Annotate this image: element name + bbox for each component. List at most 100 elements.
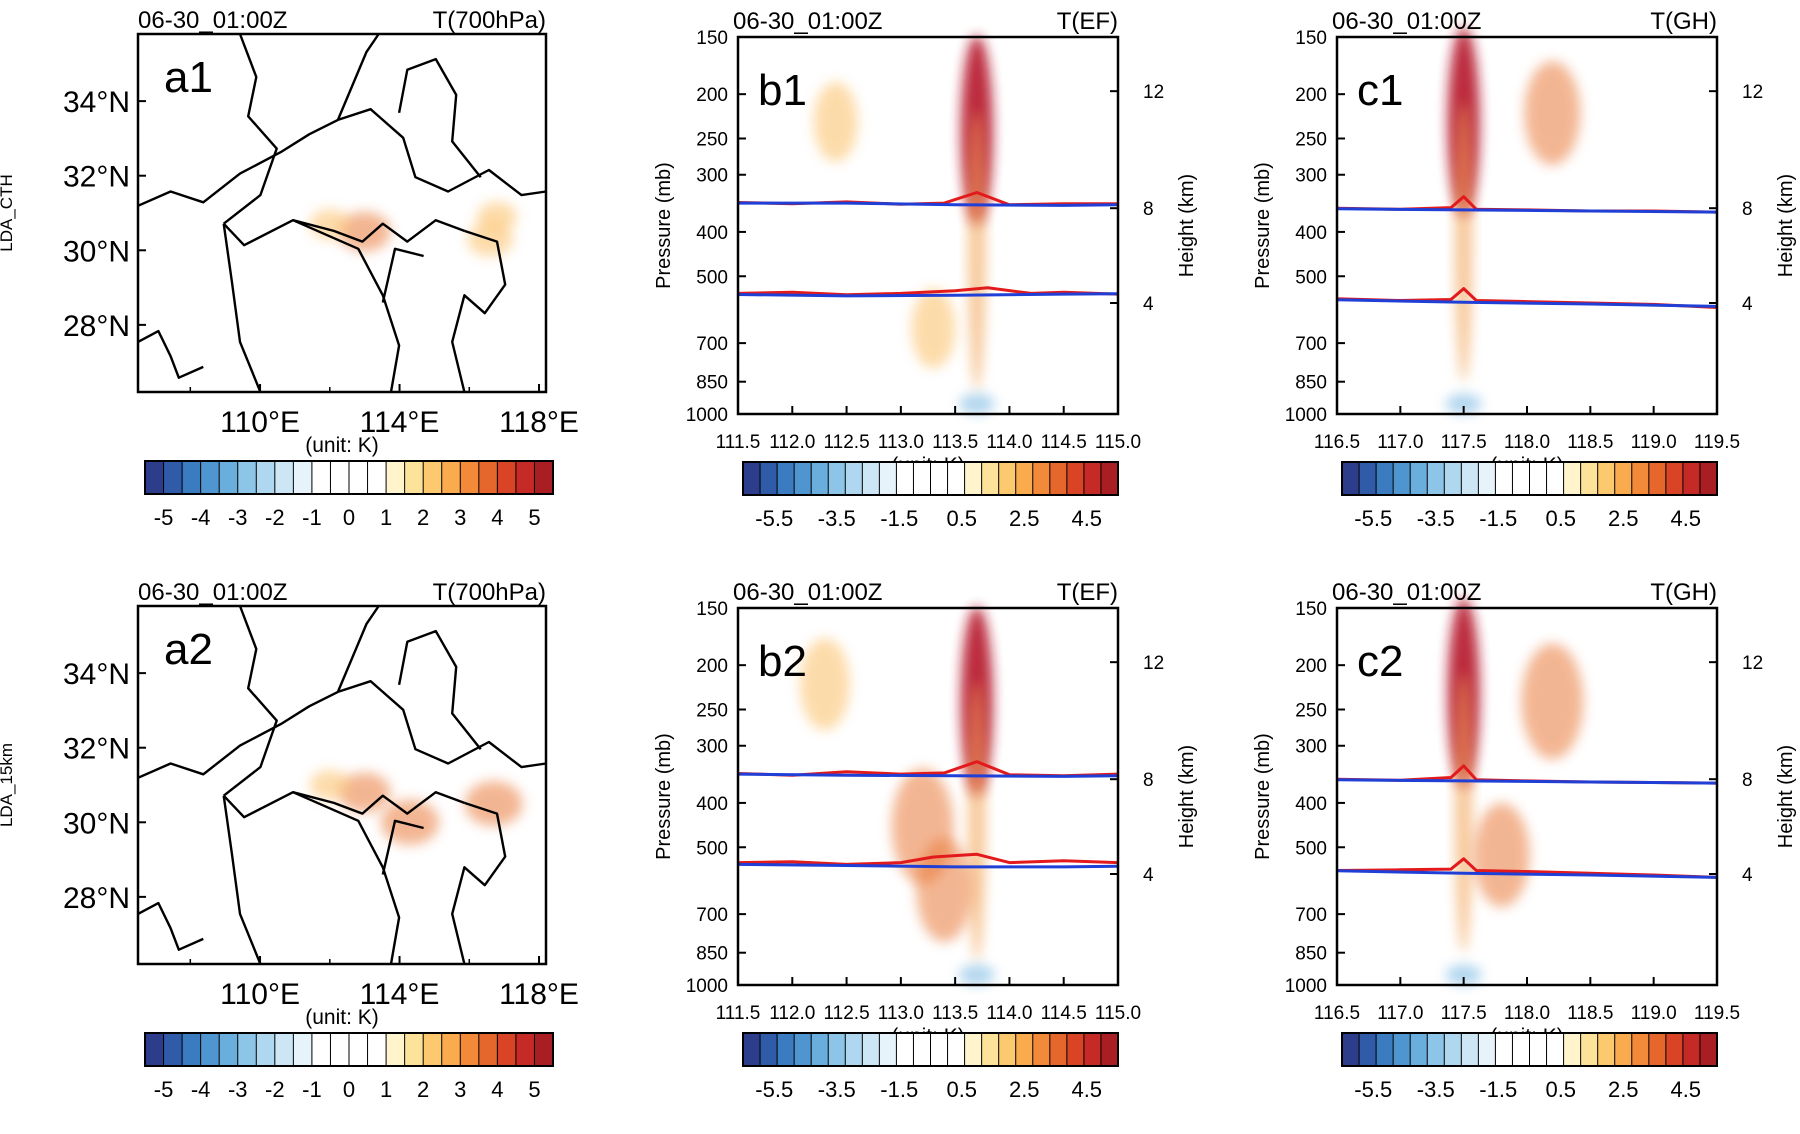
colorbar-cell: [1409, 1032, 1429, 1067]
contour-series-1: [1336, 778, 1718, 785]
colorbar-tick-label: -4: [191, 505, 211, 530]
colorbar-tick-label: 0.5: [946, 1077, 977, 1102]
colorbar-tick-label: 3: [454, 1077, 466, 1102]
colorbar-cell: [930, 1032, 949, 1067]
colorbar-frame: [144, 1032, 554, 1067]
contour-series-1: [737, 772, 1119, 778]
colorbar-cell: [533, 460, 555, 495]
y-tick-label: 200: [1295, 85, 1327, 106]
y-tick-label: 700: [1295, 334, 1327, 355]
colorbar-tick-label: 2: [417, 1077, 429, 1102]
colorbar-cell: [237, 460, 258, 495]
colorbar-cell: [1409, 461, 1429, 496]
panel-label: b2: [758, 637, 807, 686]
y-tick-label: 500: [696, 838, 728, 859]
x-tick-label: 111.5: [716, 1003, 761, 1024]
panel-label: b1: [758, 66, 807, 115]
panel-field: T(GH): [1650, 579, 1717, 606]
colorbar-cell: [998, 1032, 1017, 1067]
colorbar-tick-label: -3.5: [1417, 506, 1455, 531]
colorbar-cell: [1015, 461, 1034, 496]
colorbar-cell: [1648, 1032, 1667, 1067]
contour-series-1: [738, 201, 1119, 207]
colorbar-cell: [895, 461, 915, 496]
colorbar-cell: [1699, 461, 1718, 496]
colorbar-tick-label: -1.5: [1479, 1077, 1517, 1102]
x-tick-label: 118.0: [1504, 1003, 1550, 1024]
province-boundary: [336, 33, 380, 121]
colorbar-cell: [367, 1032, 388, 1067]
colorbar-cell: [1049, 1032, 1068, 1067]
colorbar-cell: [1049, 461, 1068, 496]
colorbar-tick-label: -5.5: [755, 1077, 793, 1102]
colorbar-tick-label: 5: [528, 1077, 540, 1102]
colorbar-cell: [827, 461, 847, 496]
x-tick-label: 110°E: [220, 978, 300, 1011]
colorbar-cell: [515, 460, 536, 495]
colorbar-cell: [218, 460, 239, 495]
colorbar-cell: [1477, 1032, 1497, 1067]
colorbar-cell: [861, 461, 881, 496]
province-boundary: [222, 791, 465, 819]
colorbar-cell: [1699, 1032, 1718, 1067]
colorbar-cell: [1460, 461, 1480, 496]
y-tick-label: 400: [696, 794, 728, 815]
x-tick-label: 111.5: [716, 432, 761, 453]
panel-field: T(700hPa): [433, 7, 546, 34]
colorbar-cell: [404, 1032, 425, 1067]
contour-series-2: [737, 286, 1119, 297]
colorbar-cell: [329, 460, 351, 495]
x-tick-label: 119.0: [1631, 1003, 1677, 1024]
colorbar-tick-label: -4: [191, 1077, 211, 1102]
x-tick-label: 112.5: [824, 432, 870, 453]
colorbar-cell: [1546, 461, 1565, 496]
colorbar-cell: [1546, 1032, 1565, 1067]
province-boundary: [381, 247, 424, 303]
y-tick-label: 28°N: [63, 310, 130, 343]
colorbar-cell: [1614, 1032, 1633, 1067]
x-tick-label: 116.5: [1314, 432, 1360, 453]
colorbar-tick-label: 1: [380, 1077, 392, 1102]
y-tick-label: 1000: [686, 405, 728, 426]
y-axis-label: Pressure (mb): [653, 162, 675, 289]
y-tick-label: 700: [1295, 905, 1327, 926]
colorbar-cell: [1443, 1032, 1463, 1067]
colorbar-cell: [998, 461, 1017, 496]
colorbar-cell: [844, 461, 864, 496]
colorbar-cell: [1392, 461, 1412, 496]
x-tick-label: 115.0: [1095, 1003, 1141, 1024]
y-tick-label: 150: [696, 599, 728, 620]
y-tick-label: 150: [1295, 28, 1327, 49]
colorbar-cell: [385, 460, 406, 495]
colorbar-cell: [742, 1032, 762, 1067]
colorbar-tick-label: -1: [302, 505, 322, 530]
colorbar-tick-label: 5: [528, 505, 540, 530]
y-tick-label: 300: [696, 166, 728, 187]
colorbar-cell: [1494, 461, 1514, 496]
province-boundary: [222, 223, 262, 393]
panel-field: T(700hPa): [433, 579, 546, 606]
y-tick-label: 150: [1295, 599, 1327, 620]
colorbar-cell: [981, 1032, 1000, 1067]
province-boundary: [292, 219, 401, 393]
x-axis-label: (unit: K): [305, 1006, 379, 1029]
colorbar-cell: [478, 460, 499, 495]
colorbar-cell: [367, 460, 388, 495]
colorbar-cell: [964, 1032, 983, 1067]
panel-time: 06-30_01:00Z: [1332, 8, 1481, 35]
y-tick-label: 1000: [1285, 405, 1327, 426]
contour-series-3: [1336, 869, 1718, 879]
province-boundary: [381, 819, 424, 875]
anomaly-column: [967, 681, 986, 962]
colorbar-cell: [1682, 1032, 1701, 1067]
y-axis-label: Pressure (mb): [653, 733, 675, 860]
colorbar-cell: [459, 1032, 480, 1067]
panel-time: 06-30_01:00Z: [138, 7, 287, 34]
panel-time: 06-30_01:00Z: [733, 8, 882, 35]
contour-series-1: [1336, 207, 1718, 214]
colorbar-tick-label: 3: [454, 505, 466, 530]
colorbar-cell: [1665, 1032, 1684, 1067]
y-tick-label: 1000: [1285, 976, 1327, 997]
row-label: LDA_15km: [0, 743, 16, 827]
colorbar-cell: [1648, 461, 1667, 496]
